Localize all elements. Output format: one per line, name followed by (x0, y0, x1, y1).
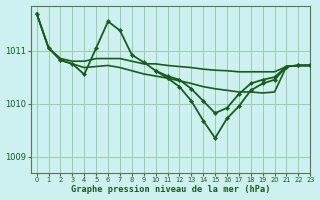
X-axis label: Graphe pression niveau de la mer (hPa): Graphe pression niveau de la mer (hPa) (71, 185, 270, 194)
